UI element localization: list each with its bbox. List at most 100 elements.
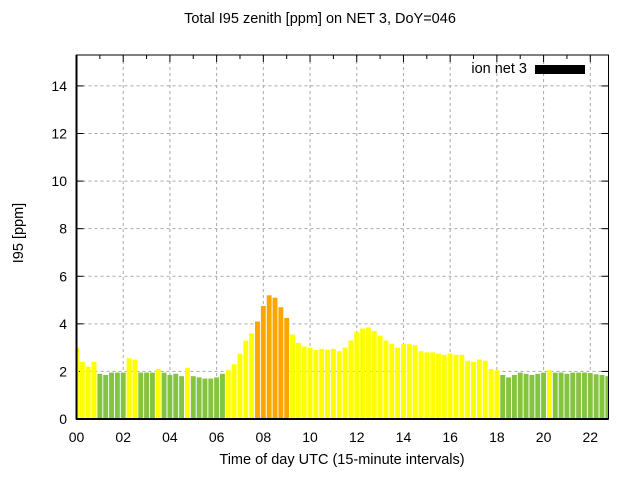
plot-border-rect [76,54,609,420]
bar [471,361,476,419]
x-axis-label: Time of day UTC (15-minute intervals) [219,452,465,468]
bar [330,348,336,419]
bar [225,370,231,419]
y-tick-label: 0 [59,411,67,427]
bar [593,374,599,419]
bar [436,353,441,419]
x-tick-label: 00 [69,429,85,445]
bar [582,372,587,419]
chart-title: Total I95 zenith [ppm] on NET 3, DoY=046 [184,11,456,27]
bar [476,359,482,419]
bar [255,321,260,419]
bar [500,374,506,419]
bar [190,376,196,419]
bar [430,352,436,419]
bar [354,332,360,419]
bar [348,340,354,419]
bar [114,372,120,419]
bar [85,366,91,419]
y-tick-label: 10 [51,173,67,189]
x-tick-label: 04 [162,429,178,445]
bar [132,359,138,419]
bar [546,370,552,419]
bar [371,330,377,419]
legend-label: ion net 3 [471,61,527,77]
bar [301,346,307,419]
bar [447,353,453,419]
bar [149,372,155,419]
bar [511,374,517,419]
bar [523,373,529,419]
x-tick-labels: 00 02 04 06 08 10 12 14 16 18 20 22 [69,429,599,445]
bar [412,345,418,419]
y-tick-label: 6 [59,268,67,284]
bar [401,344,406,419]
bar [260,305,266,419]
legend-swatch [535,64,585,74]
bar [278,307,284,419]
bar [167,374,173,419]
x-tick-label: 02 [115,429,131,445]
bar [599,374,605,419]
y-tick-label: 2 [59,363,67,379]
bar [295,342,301,419]
y-tick-labels: 0 2 4 6 8 10 12 14 [51,78,67,427]
bar [138,372,144,419]
bar [325,350,330,419]
bar [91,361,97,419]
gridlines [76,55,609,419]
bar [220,373,225,419]
bar [284,317,290,419]
bar [342,347,348,419]
y-tick-label: 8 [59,221,67,237]
bar [155,369,161,419]
bar [465,360,471,419]
bar [389,344,395,419]
bars [76,295,609,419]
bar [605,376,609,419]
bar [395,347,401,419]
y-tick-label: 12 [51,126,67,142]
bar [249,333,255,419]
x-tick-label: 22 [582,429,598,445]
bar [377,335,383,419]
x-tick-label: 14 [396,429,412,445]
bar [97,373,103,419]
x-tick-label: 10 [302,429,318,445]
x-tick-label: 06 [209,429,225,445]
bar [506,377,511,419]
bar [418,351,424,419]
bar [459,354,465,419]
bar [290,334,295,419]
axis-ticks [76,55,609,420]
bar [360,328,366,419]
bar [336,351,342,419]
bar [441,354,447,419]
x-tick-label: 08 [256,429,272,445]
bar [313,350,319,419]
bar [365,327,371,419]
bar [126,358,132,419]
bar [406,344,412,419]
bar [109,372,114,419]
bar [76,347,79,419]
bar [587,373,593,419]
bar [570,372,576,419]
bar [558,372,564,419]
bar [564,373,570,419]
bar [179,376,185,419]
bar [208,378,214,419]
bar [196,377,202,419]
bar [307,347,313,419]
bar [529,374,535,419]
y-tick-label: 14 [51,78,67,94]
bar [214,377,220,419]
x-tick-label: 16 [442,429,458,445]
bar [535,373,541,419]
bar [541,372,547,419]
x-tick-label: 20 [536,429,552,445]
x-tick-label: 12 [349,429,365,445]
bar [482,360,488,419]
